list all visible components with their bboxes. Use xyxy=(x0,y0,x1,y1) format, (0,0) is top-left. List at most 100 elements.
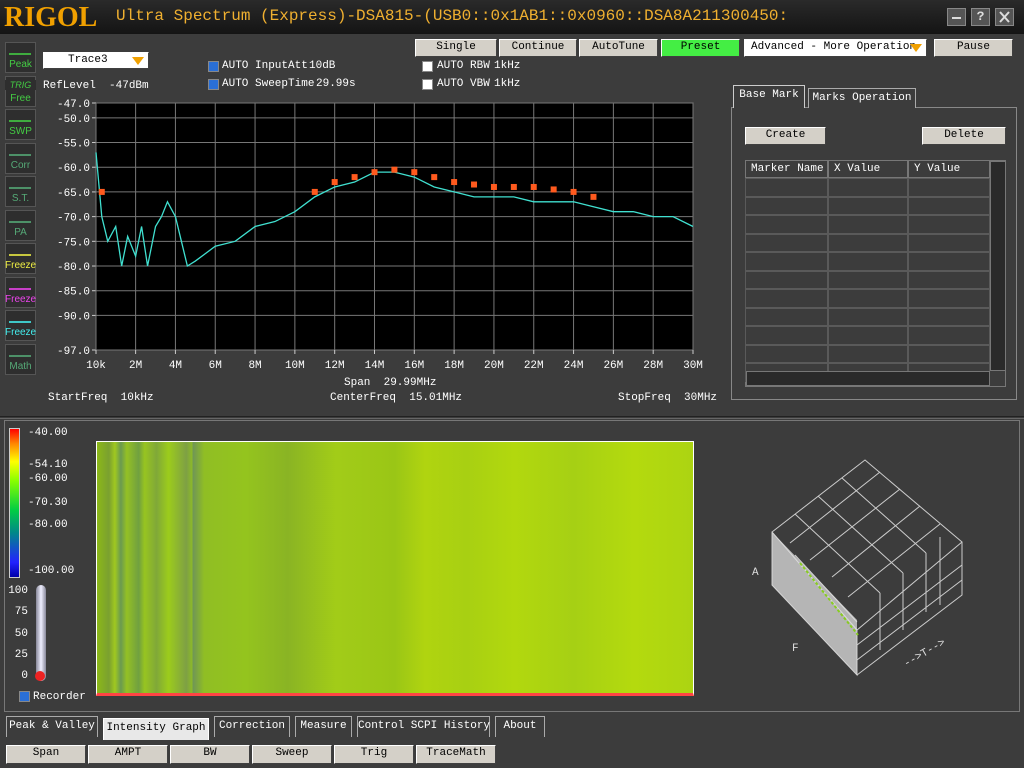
side-button[interactable] xyxy=(5,243,36,274)
slider-tick-label: 0 xyxy=(21,670,28,683)
bottom-tab[interactable]: Control SCPI History xyxy=(357,716,490,737)
x-tick-label: 30M xyxy=(683,360,703,372)
trace-select[interactable]: Trace3 xyxy=(43,52,149,69)
trace-select-text: Trace3 xyxy=(68,54,108,66)
bottom-button[interactable]: Span xyxy=(6,745,86,764)
side-button[interactable] xyxy=(5,343,36,375)
x-tick-label: 4M xyxy=(169,360,182,372)
bottom-tab[interactable]: About xyxy=(495,716,545,737)
table-cell xyxy=(908,233,990,252)
bottom-tab[interactable]: Intensity Graph xyxy=(103,718,209,740)
side-button-label: SWP xyxy=(9,126,32,137)
side-button[interactable] xyxy=(5,109,36,140)
side-icon xyxy=(9,147,31,156)
bottom-button[interactable]: TraceMath xyxy=(416,745,496,764)
mode-select[interactable]: Advanced - More Operation xyxy=(744,39,927,57)
dropdown-arrow xyxy=(910,44,922,52)
table-header: Y Value xyxy=(908,160,990,178)
bottom-button[interactable]: BW xyxy=(170,745,250,764)
y-tick-label: -70.0 xyxy=(57,213,90,225)
scrollbar[interactable] xyxy=(990,161,1006,371)
side-icon xyxy=(9,314,31,323)
table-cell xyxy=(745,326,828,345)
color-bar-label: -60.00 xyxy=(28,473,68,485)
marks-operation-tab[interactable]: Marks Operation xyxy=(808,88,916,108)
color-bar-label: -54.10 xyxy=(28,459,68,471)
side-icon xyxy=(9,46,31,55)
table-cell xyxy=(745,289,828,308)
table-cell xyxy=(908,344,990,363)
close-icon xyxy=(999,11,1010,23)
table-cell xyxy=(828,307,908,326)
delete-button[interactable]: Delete xyxy=(922,127,1006,145)
side-icon xyxy=(9,247,31,256)
x-tick-label: 12M xyxy=(325,360,345,372)
auto-rbw-checkbox[interactable] xyxy=(422,61,433,72)
side-button[interactable] xyxy=(5,42,36,73)
bottom-tab[interactable]: Measure xyxy=(295,716,352,737)
dropdown-arrow xyxy=(132,57,144,65)
ref-level: RefLevel -47dBm xyxy=(43,80,149,92)
auto-vbw-checkbox[interactable] xyxy=(422,79,433,90)
marker-point xyxy=(331,179,338,186)
help-button[interactable]: ? xyxy=(971,8,990,26)
table-cell xyxy=(828,196,908,215)
table-cell xyxy=(828,215,908,234)
start-freq-label: StartFreq 10kHz xyxy=(48,392,154,404)
side-button[interactable] xyxy=(5,176,36,207)
side-button-label: Peak xyxy=(9,59,32,70)
close-button[interactable] xyxy=(995,8,1014,26)
bottom-button[interactable]: Sweep xyxy=(252,745,332,764)
toolbar-button[interactable]: AutoTune xyxy=(579,39,658,57)
auto-sweep-time-checkbox[interactable] xyxy=(208,79,219,90)
marker-point xyxy=(451,179,458,186)
scrollbar-h[interactable] xyxy=(746,371,990,386)
x-tick-label: 20M xyxy=(484,360,504,372)
toolbar-button[interactable]: Single xyxy=(415,39,497,57)
table-cell xyxy=(908,326,990,345)
toolbar-button[interactable]: Continue xyxy=(499,39,577,57)
table-cell xyxy=(828,344,908,363)
x-tick-label: 10M xyxy=(285,360,305,372)
x-tick-label: 2M xyxy=(129,360,142,372)
color-bar-label: -70.30 xyxy=(28,497,68,509)
marker-point xyxy=(530,183,537,190)
x-tick-label: 6M xyxy=(209,360,222,372)
base-mark-tab[interactable]: Base Mark xyxy=(733,85,805,108)
side-button-label: PA xyxy=(14,226,27,238)
side-button[interactable] xyxy=(5,209,36,241)
bottom-button[interactable]: AMPT xyxy=(88,745,168,764)
x-tick-label: 10k xyxy=(86,360,106,372)
side-button-label: Freeze xyxy=(5,327,37,338)
table-cell xyxy=(745,270,828,289)
slider-tick-label: 50 xyxy=(14,627,28,640)
y-tick-label: -65.0 xyxy=(57,188,90,200)
waterfall-trace xyxy=(799,562,859,636)
side-button[interactable] xyxy=(5,310,36,341)
side-icon xyxy=(9,348,31,357)
minimize-button[interactable] xyxy=(947,8,966,26)
table-cell xyxy=(828,178,908,197)
pause-button[interactable]: Pause xyxy=(934,39,1013,57)
bottom-tab[interactable]: Correction xyxy=(214,716,290,737)
y-tick-label: -80.0 xyxy=(57,262,90,274)
side-button[interactable] xyxy=(5,276,36,308)
auto-rbw-label: AUTO RBW xyxy=(437,60,490,72)
toolbar-button[interactable]: Preset xyxy=(661,39,740,57)
intensity-graph xyxy=(96,441,694,696)
x-tick-label: 18M xyxy=(444,360,464,372)
y-tick-label: -97.0 xyxy=(57,346,90,358)
auto-input-att-checkbox[interactable] xyxy=(208,61,219,72)
table-cell xyxy=(745,233,828,252)
bottom-button[interactable]: Trig xyxy=(334,745,414,764)
table-header: Marker Name xyxy=(745,160,828,178)
side-button[interactable] xyxy=(5,142,36,174)
mode-select-text: Advanced - More Operation xyxy=(751,41,917,53)
bottom-tab[interactable]: Peak & Valley xyxy=(6,716,98,737)
slider-track[interactable] xyxy=(35,585,46,681)
minimize-icon xyxy=(952,17,961,19)
recorder-checkbox[interactable] xyxy=(19,691,30,702)
create-button[interactable]: Create xyxy=(745,127,826,145)
table-cell xyxy=(908,270,990,289)
